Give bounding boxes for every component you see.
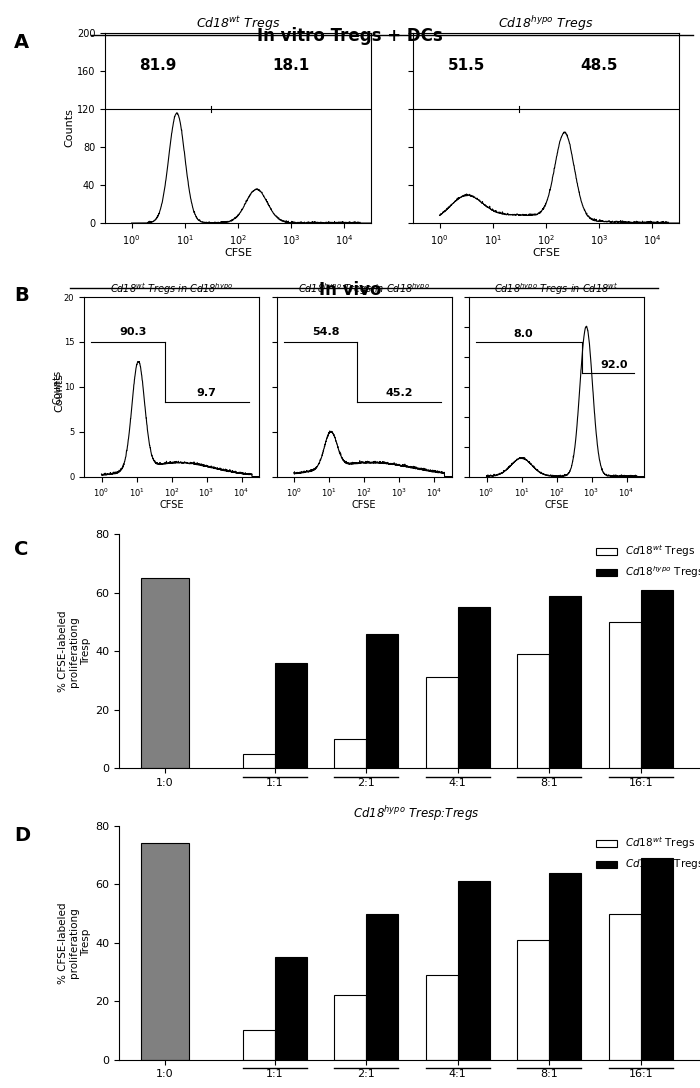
X-axis label: CFSE: CFSE (545, 500, 568, 510)
Text: In vitro Tregs + DCs: In vitro Tregs + DCs (257, 27, 443, 46)
Text: 54.8: 54.8 (312, 327, 340, 337)
Title: Cd18$^{hypo}$ Tregs in Cd18$^{wt}$: Cd18$^{hypo}$ Tregs in Cd18$^{wt}$ (494, 281, 619, 297)
Text: 90.3: 90.3 (119, 327, 147, 337)
Text: 45.2: 45.2 (385, 388, 413, 398)
Bar (141, 578, 189, 768)
Y-axis label: % CFSE-labeled
proliferationg
Tresp: % CFSE-labeled proliferationg Tresp (58, 610, 91, 692)
Bar (426, 975, 458, 1060)
Text: In vivo: In vivo (318, 281, 382, 299)
Text: 92.0: 92.0 (601, 360, 629, 370)
Text: 51.5: 51.5 (447, 59, 485, 74)
Legend: $Cd18^{wt}$ Tregs, $Cd18^{hypo}$ Tregs: $Cd18^{wt}$ Tregs, $Cd18^{hypo}$ Tregs (592, 831, 700, 876)
Bar (243, 1030, 274, 1060)
Bar (334, 996, 366, 1060)
Bar (550, 873, 581, 1060)
Title: Cd18$^{hypo}$ Tregs: Cd18$^{hypo}$ Tregs (498, 14, 594, 33)
Text: 8.0: 8.0 (514, 329, 533, 338)
Bar (334, 739, 366, 768)
Title: Cd18$^{wt}$ Tregs in Cd18$^{hypo}$: Cd18$^{wt}$ Tregs in Cd18$^{hypo}$ (110, 281, 233, 297)
X-axis label: CFSE: CFSE (160, 500, 183, 510)
Text: 81.9: 81.9 (139, 59, 177, 74)
Bar (458, 881, 490, 1060)
Bar (609, 622, 640, 768)
Legend: $Cd18^{wt}$ Tregs, $Cd18^{hypo}$ Tregs: $Cd18^{wt}$ Tregs, $Cd18^{hypo}$ Tregs (592, 540, 700, 584)
Text: 9.7: 9.7 (197, 388, 216, 398)
Bar (274, 957, 307, 1060)
Text: 18.1: 18.1 (272, 59, 310, 74)
Text: Counts: Counts (55, 373, 64, 411)
Bar (550, 595, 581, 768)
Bar (366, 633, 398, 768)
Text: A: A (14, 33, 29, 51)
Text: D: D (14, 826, 30, 844)
Bar (640, 858, 673, 1060)
X-axis label: Cd18$^{hypo}$ Tresp:Tregs: Cd18$^{hypo}$ Tresp:Tregs (354, 804, 480, 824)
Bar (458, 607, 490, 768)
Bar (517, 654, 550, 768)
X-axis label: CFSE: CFSE (351, 500, 377, 510)
Bar (517, 940, 550, 1060)
Title: Cd18$^{wt}$ Tregs: Cd18$^{wt}$ Tregs (196, 14, 280, 33)
Text: 48.5: 48.5 (580, 59, 618, 74)
Text: C: C (14, 540, 29, 558)
X-axis label: CFSE: CFSE (224, 248, 252, 258)
Text: B: B (14, 286, 29, 305)
Bar (609, 914, 640, 1060)
Bar (426, 678, 458, 768)
Title: Cd18$^{hypo}$ Tregs in Cd18$^{hypo}$: Cd18$^{hypo}$ Tregs in Cd18$^{hypo}$ (298, 281, 430, 297)
Y-axis label: Counts: Counts (52, 370, 62, 404)
Bar (243, 754, 274, 768)
Bar (366, 914, 398, 1060)
Bar (141, 843, 189, 1060)
Y-axis label: Counts: Counts (64, 109, 74, 147)
Bar (274, 663, 307, 768)
Y-axis label: % CFSE-labeled
proliferationg
Tresp: % CFSE-labeled proliferationg Tresp (58, 902, 91, 984)
Bar (640, 590, 673, 768)
X-axis label: CFSE: CFSE (532, 248, 560, 258)
